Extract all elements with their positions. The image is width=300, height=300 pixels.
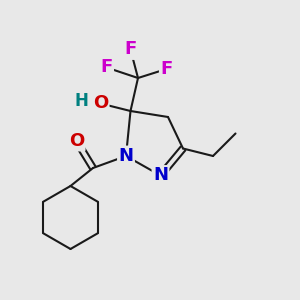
Text: F: F [100, 58, 112, 76]
Text: N: N [153, 167, 168, 184]
Text: O: O [69, 132, 84, 150]
Text: F: F [124, 40, 136, 58]
Text: F: F [160, 60, 172, 78]
Text: N: N [118, 147, 134, 165]
Text: O: O [93, 94, 108, 112]
Text: H: H [75, 92, 89, 110]
